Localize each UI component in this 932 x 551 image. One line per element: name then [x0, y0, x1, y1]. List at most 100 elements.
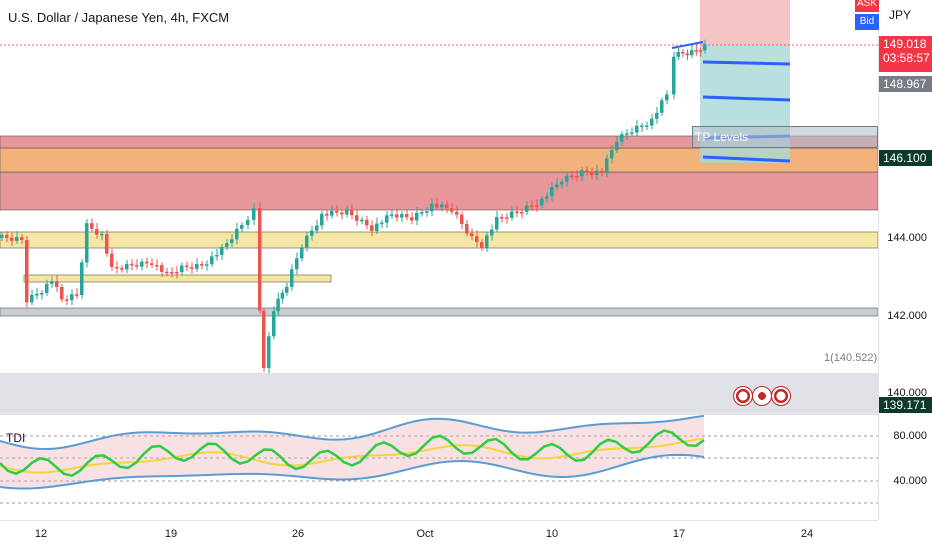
- candle-body: [135, 265, 139, 267]
- candle-body: [65, 299, 69, 301]
- candle-body: [210, 256, 214, 265]
- candle-body: [310, 230, 314, 236]
- osc-tick: 80.000: [893, 430, 927, 442]
- candle-body: [460, 214, 464, 224]
- main-chart-pane[interactable]: U.S. Dollar / Japanese Yen, 4h, FXCM TP …: [0, 0, 878, 412]
- candle-body: [485, 235, 489, 248]
- candle-body: [45, 283, 49, 293]
- candle-body: [285, 286, 289, 293]
- low-marker-label: 1(140.522): [824, 352, 878, 364]
- candle-body: [405, 214, 409, 218]
- candle-body: [703, 43, 707, 51]
- tp-levels-label[interactable]: TP Levels: [692, 126, 878, 148]
- candle-body: [694, 50, 698, 52]
- us-flag-icon[interactable]: [733, 386, 753, 406]
- trend-line[interactable]: [671, 41, 704, 49]
- time-tick: 10: [545, 528, 559, 540]
- last-price: 149.018: [883, 37, 927, 51]
- zone-red-top: [0, 135, 878, 149]
- pane-separator[interactable]: [0, 412, 932, 415]
- candle-body: [315, 225, 319, 231]
- candle-body: [400, 214, 404, 218]
- price-chart-canvas[interactable]: [0, 0, 878, 412]
- candle-body: [75, 294, 79, 296]
- candle-body: [100, 233, 104, 236]
- price-tick: 144.000: [887, 232, 927, 244]
- candle-body: [480, 242, 484, 248]
- candle-body: [355, 215, 359, 221]
- candle-body: [630, 132, 634, 134]
- candle-body: [70, 294, 74, 301]
- candle-body: [490, 229, 494, 236]
- us-flag-icon[interactable]: [771, 386, 791, 406]
- candle-body: [570, 175, 574, 178]
- candle-body: [580, 170, 584, 177]
- candle-body: [430, 203, 434, 212]
- candle-body: [340, 212, 344, 215]
- candle-body: [672, 56, 676, 95]
- candle-body: [600, 170, 604, 174]
- candle-body: [681, 51, 685, 54]
- candle-body: [515, 211, 519, 214]
- candle-body: [0, 235, 4, 238]
- osc-tick: 40.000: [893, 475, 927, 487]
- ask-badge[interactable]: ASK: [855, 0, 879, 12]
- candle-body: [325, 213, 329, 216]
- tdi-pane[interactable]: TDI: [0, 415, 878, 520]
- candle-body: [425, 211, 429, 213]
- candle-body: [115, 267, 119, 269]
- candle-body: [165, 271, 169, 274]
- zone-144: [0, 231, 878, 249]
- candle-body: [525, 205, 529, 212]
- candle-body: [80, 262, 84, 295]
- candle-body: [90, 223, 94, 229]
- tp-line-2[interactable]: [702, 95, 791, 102]
- tdi-lines: [0, 415, 705, 490]
- candle-body: [60, 287, 64, 300]
- candle-body: [375, 223, 379, 231]
- zone-142: [0, 307, 878, 317]
- time-axis[interactable]: 12 19 26 Oct 10 17 24: [0, 520, 878, 551]
- candle-body: [205, 264, 209, 266]
- stop-zone[interactable]: [700, 0, 790, 45]
- candle-body: [25, 240, 29, 303]
- tp-line-1[interactable]: [702, 60, 791, 66]
- jp-flag-icon[interactable]: [752, 386, 772, 406]
- candle-body: [272, 311, 276, 337]
- candle-body: [676, 51, 680, 57]
- candle-body: [230, 239, 234, 244]
- candle-body: [240, 225, 244, 229]
- candle-body: [295, 258, 299, 270]
- candle-body: [180, 265, 184, 273]
- candle-body: [215, 254, 219, 257]
- currency-label[interactable]: JPY: [889, 8, 912, 22]
- tp-line-4[interactable]: [702, 155, 791, 163]
- candle-body: [170, 272, 174, 274]
- candle-body: [350, 209, 354, 216]
- zone-resistance-red: [0, 171, 878, 211]
- candle-body: [520, 212, 524, 214]
- candle-body: [175, 272, 179, 274]
- candle-body: [645, 125, 649, 127]
- price-axis[interactable]: JPY ASK Bid 149.018 03:58:57 148.967 146…: [855, 0, 932, 520]
- level-139-tag: 139.171: [879, 397, 932, 413]
- candle-body: [365, 219, 369, 226]
- candle-body: [40, 293, 44, 295]
- candle-body: [276, 298, 280, 312]
- symbol-title[interactable]: U.S. Dollar / Japanese Yen, 4h, FXCM: [8, 10, 230, 25]
- candle-body: [410, 217, 414, 221]
- candle-body: [530, 205, 534, 207]
- candle-body: [500, 217, 504, 219]
- candle-body: [305, 235, 309, 248]
- candle-body: [385, 215, 389, 223]
- candle-body: [190, 267, 194, 269]
- bid-badge[interactable]: Bid: [855, 14, 879, 30]
- tdi-label[interactable]: TDI: [6, 431, 26, 445]
- candle-body: [320, 213, 324, 226]
- candle-body: [545, 196, 549, 199]
- candle-body: [685, 53, 689, 56]
- time-tick: 24: [800, 528, 814, 540]
- candle-body: [155, 265, 159, 267]
- candle-body: [655, 112, 659, 119]
- candle-body: [590, 172, 594, 175]
